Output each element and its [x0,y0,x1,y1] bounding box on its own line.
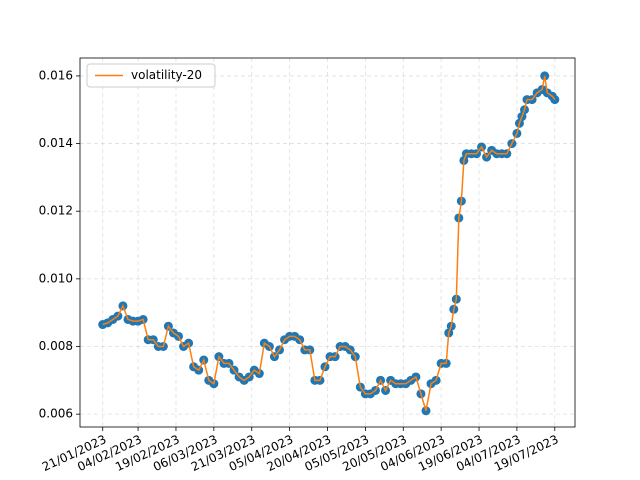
legend-frame [86,63,216,88]
line [102,75,556,411]
legend-label: volatility-20 [131,68,202,82]
y-tick-label: 0.008 [39,339,73,353]
y-tick-label: 0.016 [39,68,73,82]
plot-frame [79,57,576,428]
y-tick-label: 0.010 [39,271,73,285]
y-tick-label: 0.012 [39,204,73,218]
y-tick-label: 0.014 [39,136,73,150]
y-tick-label: 0.006 [39,407,73,421]
legend: volatility-20 [86,63,216,88]
